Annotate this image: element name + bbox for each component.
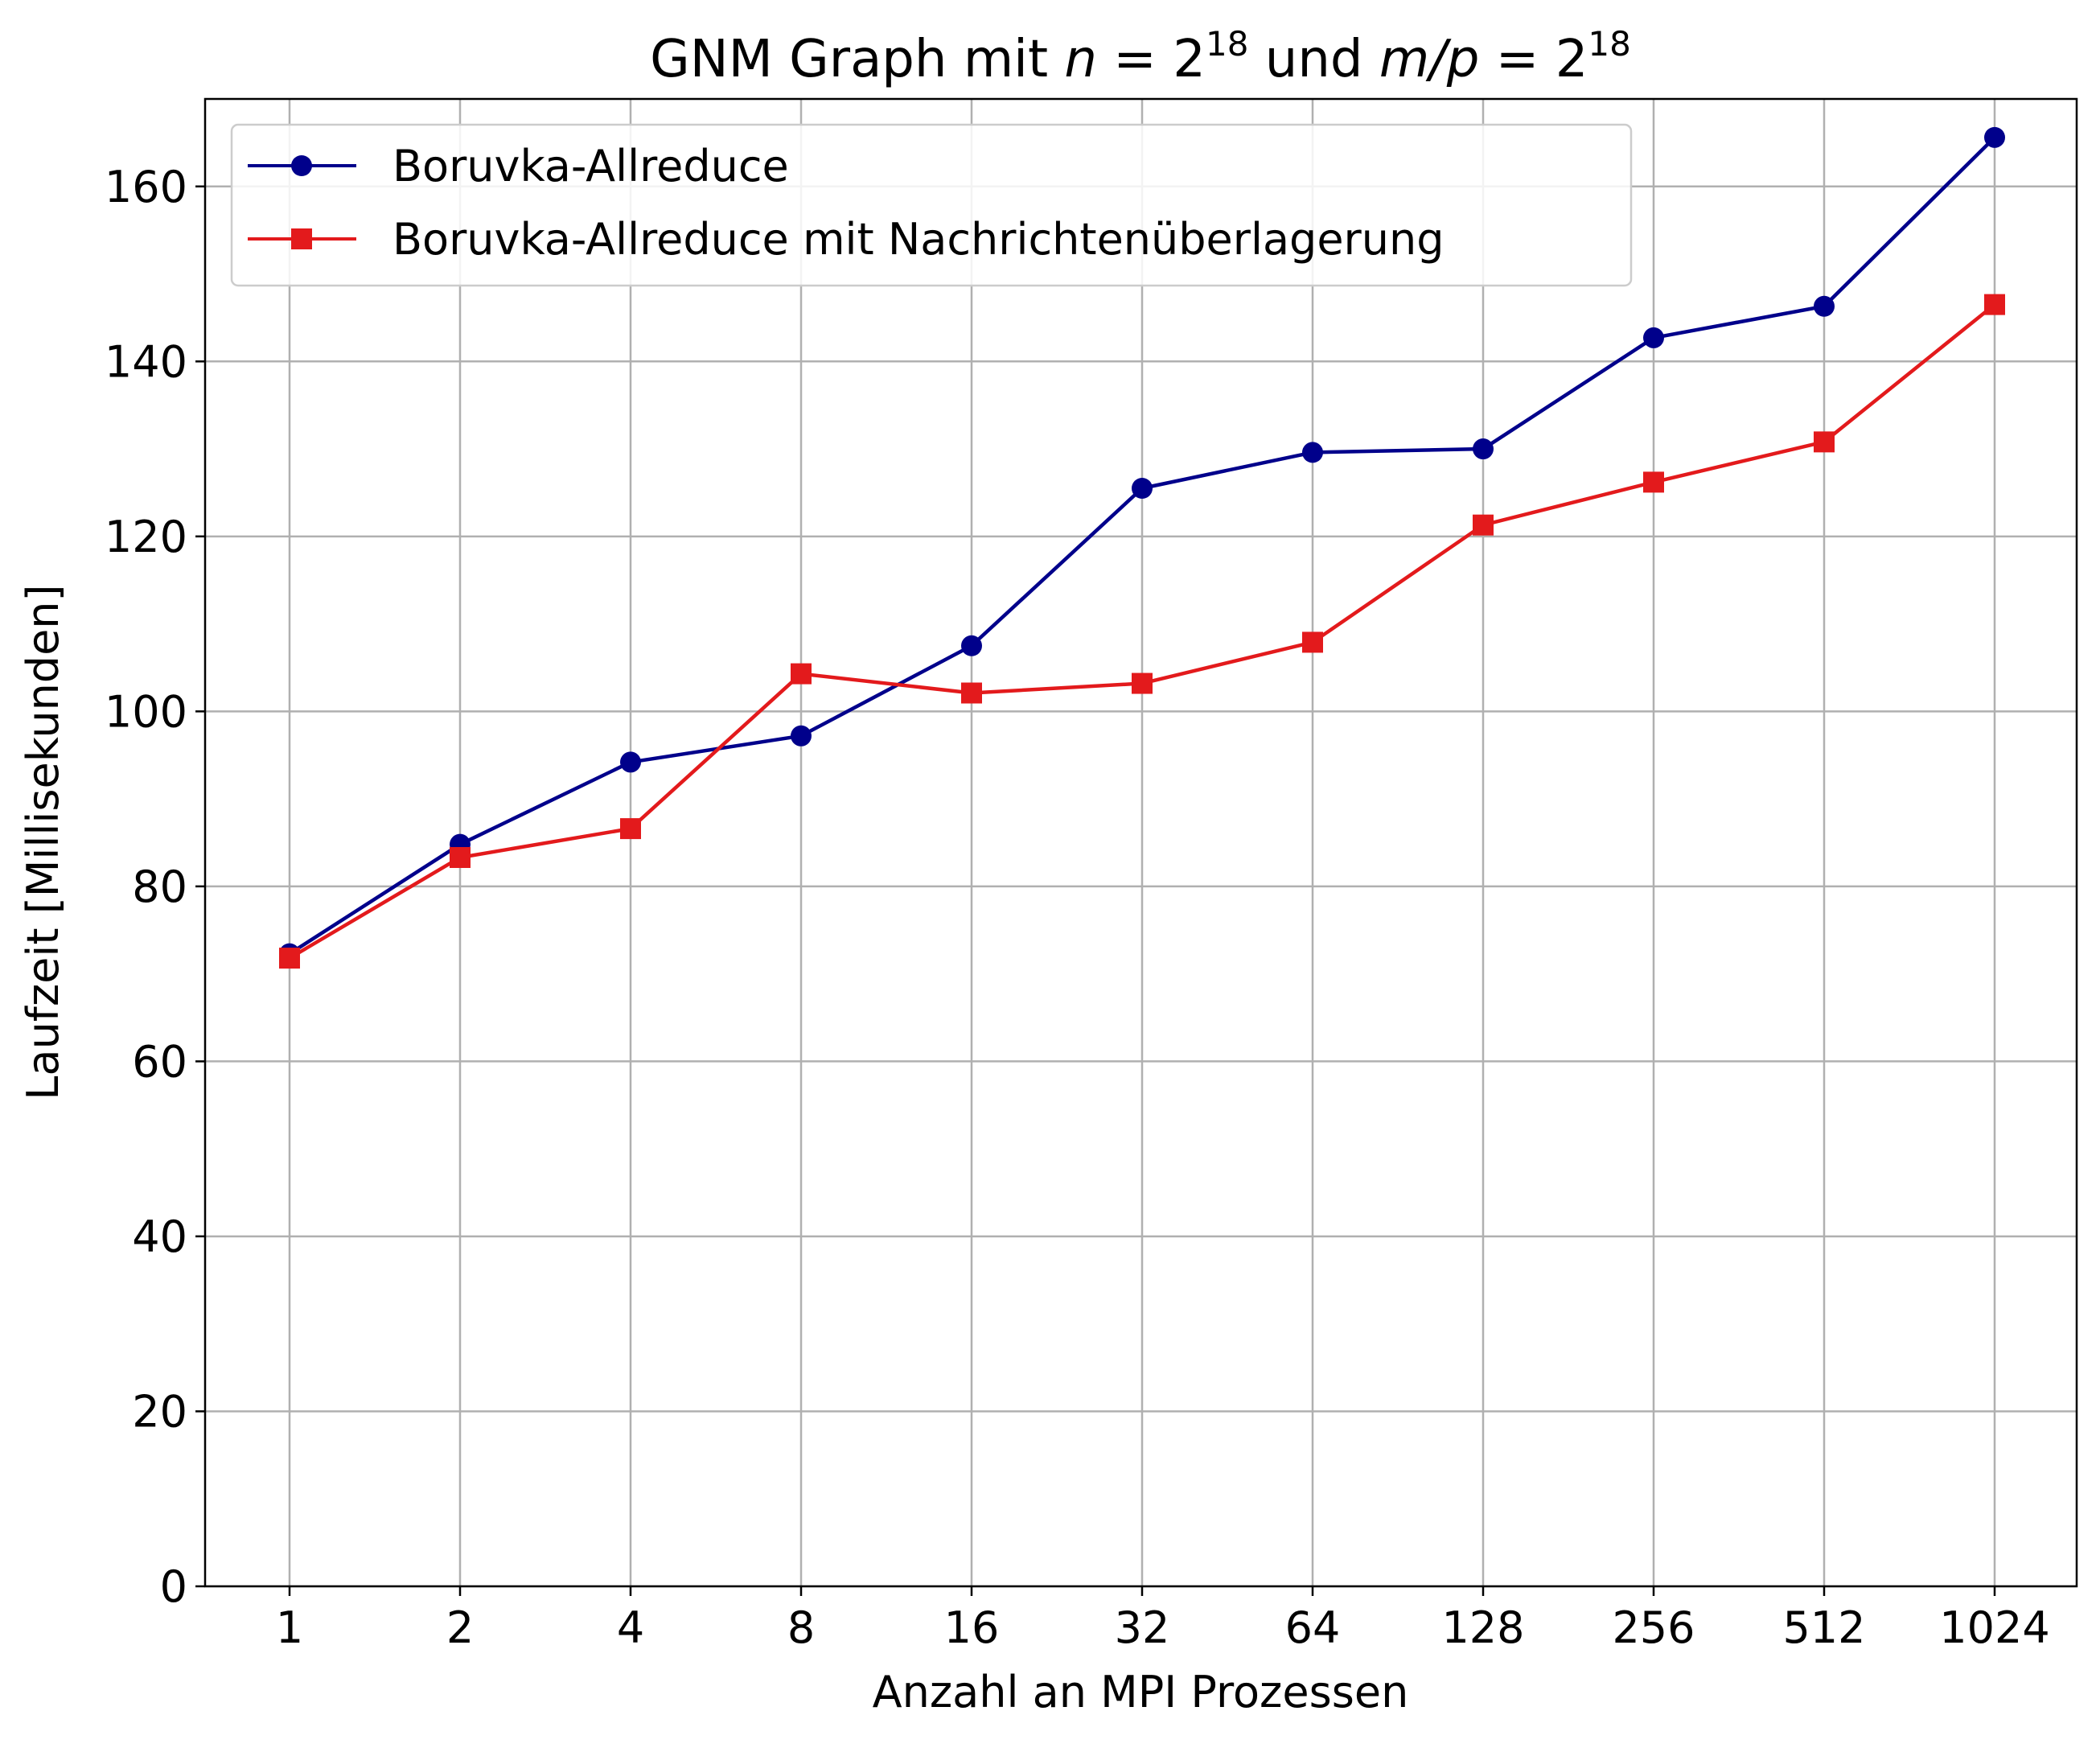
data-point-square (1643, 471, 1664, 493)
data-point-square (620, 818, 641, 840)
legend-marker-square (291, 228, 312, 249)
title-middle: und (1248, 30, 1379, 89)
title-mp-eq: = 2 (1479, 30, 1588, 89)
x-tick-label: 2 (446, 1602, 474, 1653)
y-tick-label: 0 (160, 1561, 187, 1612)
data-point-circle (1643, 327, 1664, 348)
data-point-circle (620, 751, 641, 773)
legend-marker-circle (291, 155, 312, 176)
y-axis-label: Laufzeit [Millisekunden] (18, 584, 68, 1100)
legend-entry-series-2: Boruvka-Allreduce mit Nachrichtenüberlag… (248, 214, 1444, 265)
x-tick-label: 512 (1782, 1602, 1865, 1653)
y-tick-label: 40 (132, 1211, 187, 1262)
legend-box (230, 123, 1633, 287)
x-axis-label: Anzahl an MPI Prozessen (873, 1667, 1409, 1717)
y-tick-label: 20 (132, 1386, 187, 1437)
x-tick-label: 128 (1441, 1602, 1524, 1653)
y-tick-label: 80 (132, 862, 187, 912)
plot-frame (203, 97, 2078, 1588)
x-tick-label: 1024 (1939, 1602, 2049, 1653)
x-tick-label: 4 (617, 1602, 644, 1653)
x-tick-label: 1 (276, 1602, 303, 1653)
title-n-var: n (1064, 30, 1097, 89)
data-point-square (1132, 672, 1153, 694)
series-layer (279, 126, 2005, 969)
data-point-square (1814, 431, 1835, 453)
data-point-circle (1814, 295, 1835, 317)
legend-label-series-2: Boruvka-Allreduce mit Nachrichtenüberlag… (392, 214, 1444, 265)
x-tick-label: 64 (1285, 1602, 1341, 1653)
data-point-circle (1984, 126, 2005, 148)
y-tick-label: 120 (105, 512, 187, 562)
x-tick-label: 256 (1612, 1602, 1695, 1653)
title-n-eq: = 2 (1097, 30, 1206, 89)
data-point-square (450, 846, 471, 868)
data-point-circle (1302, 442, 1323, 463)
chart-title: GNM Graph mit n = 218 und m/p = 218 (650, 24, 1631, 89)
data-point-circle (961, 635, 982, 656)
data-point-square (961, 682, 982, 704)
data-point-square (279, 948, 300, 969)
title-mp-exp: 18 (1588, 24, 1630, 64)
series-2 (279, 294, 2005, 969)
data-point-square (1302, 631, 1323, 653)
legend: Boruvka-Allreduce Boruvka-Allreduce mit … (230, 123, 1633, 287)
data-point-circle (1132, 478, 1153, 500)
data-point-square (1984, 294, 2005, 315)
y-tick-label: 160 (105, 162, 187, 212)
data-point-circle (1473, 438, 1494, 460)
data-point-circle (791, 725, 812, 746)
legend-label-series-1: Boruvka-Allreduce (392, 141, 789, 191)
y-axis-ticks: 0 20 40 60 80 100 120 140 160 (105, 162, 205, 1612)
y-tick-label: 140 (105, 336, 187, 387)
legend-entry-series-1: Boruvka-Allreduce (248, 141, 789, 191)
title-prefix: GNM Graph mit (650, 30, 1064, 89)
title-n-exp: 18 (1206, 24, 1248, 64)
x-tick-label: 16 (944, 1602, 1000, 1653)
title-mp-var: m/p (1379, 30, 1480, 89)
x-tick-label: 8 (787, 1602, 815, 1653)
x-tick-label: 32 (1115, 1602, 1170, 1653)
y-tick-label: 100 (105, 686, 187, 737)
y-tick-label: 60 (132, 1036, 187, 1087)
x-axis-ticks: 1 2 4 8 16 32 64 128 256 512 1024 (276, 1586, 2050, 1653)
data-point-square (1473, 514, 1494, 536)
data-point-square (791, 663, 812, 685)
